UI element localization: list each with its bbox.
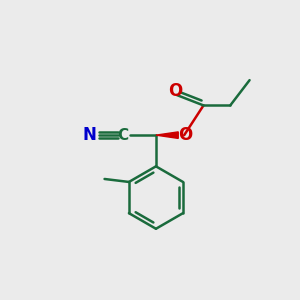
Text: O: O xyxy=(168,82,182,100)
Text: N: N xyxy=(83,126,97,144)
Polygon shape xyxy=(156,132,178,138)
Text: C: C xyxy=(118,128,129,142)
Text: O: O xyxy=(178,126,193,144)
